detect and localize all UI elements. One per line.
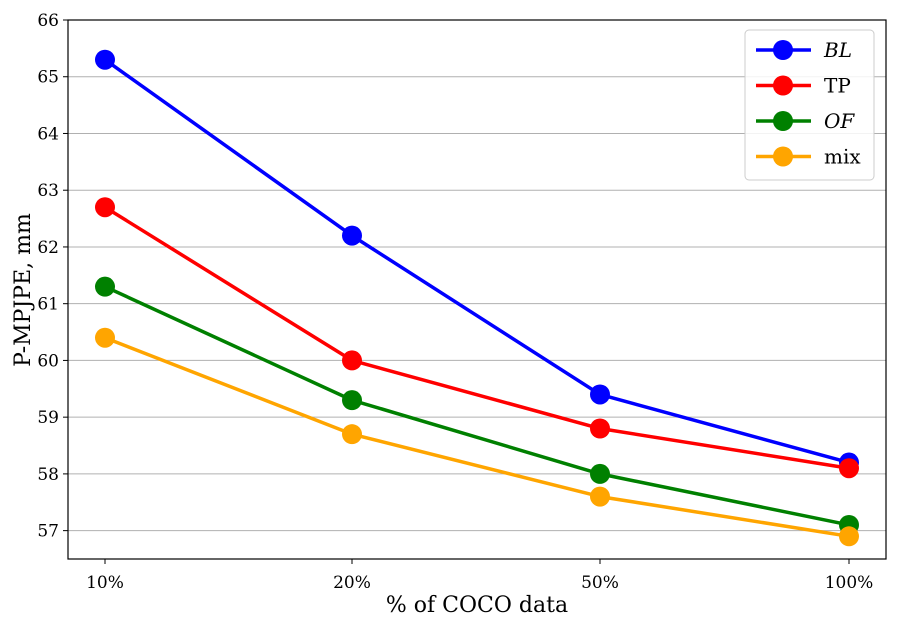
series-line-mix — [104, 336, 850, 539]
legend-marker — [773, 40, 793, 60]
x-tick-label: 50% — [581, 573, 619, 593]
series-of — [95, 276, 859, 535]
legend: BL TP OF mix — [744, 29, 875, 181]
data-point-bl — [95, 49, 115, 70]
y-tick-label: 62 — [37, 238, 59, 258]
legend-label: mix — [824, 145, 861, 169]
data-point-bl — [590, 384, 610, 405]
y-axis-ticks: 57 58 59 60 61 62 63 64 65 66 — [37, 11, 68, 542]
series-line-tp — [104, 205, 850, 470]
data-point-tp — [342, 350, 362, 371]
series-tp — [95, 197, 859, 479]
data-point-mix — [590, 486, 610, 507]
legend-item-bl: BL — [756, 38, 852, 62]
y-tick-label: 57 — [37, 522, 59, 542]
legend-label: OF — [824, 109, 855, 133]
legend-item-tp: TP — [756, 74, 851, 98]
y-tick-label: 64 — [37, 124, 59, 144]
data-point-of — [95, 276, 115, 297]
legend-label: TP — [824, 74, 851, 98]
plot-frame — [67, 19, 887, 560]
legend-marker — [773, 75, 793, 96]
series-bl — [95, 49, 859, 473]
data-point-tp — [839, 458, 859, 479]
y-tick-label: 60 — [37, 351, 59, 371]
series-mix — [95, 327, 859, 547]
series-line-bl — [103, 58, 850, 465]
x-tick-label: 100% — [825, 573, 874, 593]
legend-label: BL — [823, 38, 852, 62]
data-point-of — [590, 463, 610, 484]
data-point-tp — [95, 197, 115, 218]
y-tick-label: 63 — [37, 181, 59, 201]
y-tick-label: 59 — [37, 408, 59, 428]
data-point-bl — [342, 225, 362, 246]
x-tick-label: 10% — [86, 573, 124, 593]
data-point-tp — [590, 418, 610, 439]
y-tick-label: 58 — [37, 465, 59, 485]
legend-marker — [773, 146, 793, 167]
legend-marker — [773, 111, 793, 131]
data-point-mix — [839, 526, 859, 547]
x-axis-label: % of COCO data — [386, 593, 568, 618]
legend-item-of: OF — [756, 109, 855, 133]
y-tick-label: 66 — [37, 11, 59, 31]
series-line-of — [104, 285, 850, 527]
x-axis-ticks: 10% 20% 50% 100% — [86, 559, 873, 593]
data-point-mix — [342, 424, 362, 445]
data-point-mix — [95, 327, 115, 348]
y-axis-label: P-MPJPE, mm — [11, 213, 36, 367]
y-tick-label: 61 — [37, 295, 59, 315]
series-layer — [95, 49, 859, 547]
legend-item-mix: mix — [756, 145, 861, 169]
data-point-of — [342, 390, 362, 411]
x-tick-label: 20% — [333, 573, 371, 593]
legend-frame — [744, 29, 875, 181]
y-tick-label: 65 — [37, 68, 59, 88]
